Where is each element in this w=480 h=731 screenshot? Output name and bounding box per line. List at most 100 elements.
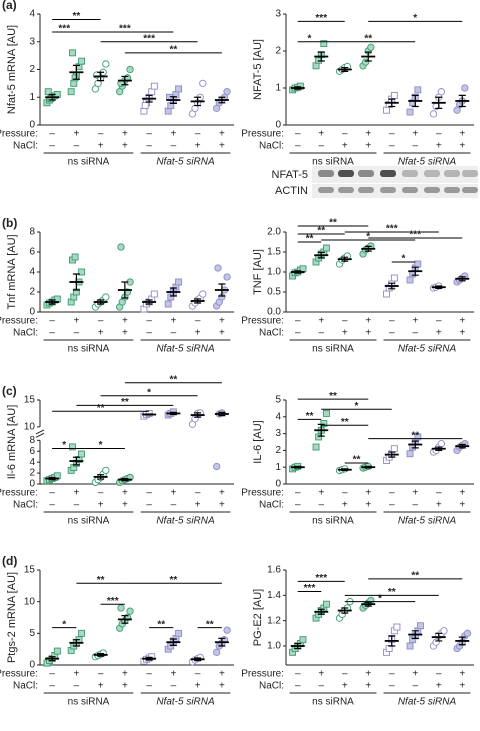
- condition-sign: +: [122, 328, 128, 339]
- y-tick-label: 1.2: [267, 615, 281, 626]
- error-bar: [364, 465, 372, 469]
- blot-band: [424, 187, 440, 193]
- data-point: [429, 110, 438, 118]
- data-point: [117, 243, 125, 251]
- error-bar: [194, 657, 202, 662]
- condition-sign: +: [98, 500, 104, 511]
- significance-label: ***: [107, 596, 119, 607]
- blot-band: [358, 187, 374, 193]
- condition-sign: –: [436, 316, 442, 327]
- y-axis-label: PG-E2 [AU]: [252, 589, 264, 646]
- condition-sign: –: [49, 141, 55, 152]
- data-point: [320, 40, 328, 48]
- blot-band: [462, 187, 478, 193]
- data-point: [406, 642, 414, 650]
- condition-sign: +: [365, 316, 371, 327]
- significance-label: ***: [409, 230, 421, 241]
- data-point: [323, 600, 330, 608]
- significance-label: ***: [143, 33, 155, 44]
- condition-sign: –: [49, 681, 55, 692]
- error-bar: [97, 653, 105, 657]
- significance-label: **: [206, 619, 214, 630]
- y-tick-label: 3: [275, 428, 281, 439]
- condition-sign: +: [342, 500, 348, 511]
- significance-label: **: [411, 571, 419, 582]
- data-point: [213, 648, 221, 656]
- error-bar: [458, 636, 466, 646]
- data-point: [199, 79, 207, 88]
- error-bar: [411, 440, 419, 449]
- y-tick-label: 1.6: [267, 565, 281, 576]
- error-bar: [97, 71, 105, 82]
- condition-sign: +: [365, 129, 371, 140]
- condition-sign: –: [389, 316, 395, 327]
- error-bar: [317, 251, 325, 259]
- condition-sign: –: [389, 328, 395, 339]
- condition-label: Pressure:: [241, 488, 284, 499]
- significance-label: **: [353, 455, 361, 466]
- error-bar: [121, 477, 129, 482]
- data-point: [102, 293, 110, 301]
- data-point: [47, 95, 55, 103]
- data-point: [175, 85, 183, 93]
- group-label: Nfat-5 siRNA: [398, 697, 457, 708]
- condition-sign: +: [365, 681, 371, 692]
- error-bar: [364, 601, 372, 607]
- significance-label: **: [341, 417, 349, 428]
- significance-label: *: [378, 593, 382, 604]
- panel-label: (b): [2, 216, 17, 230]
- significance-label: *: [62, 440, 66, 451]
- blot-band: [444, 187, 460, 193]
- condition-sign: –: [74, 500, 80, 511]
- condition-sign: –: [49, 500, 55, 511]
- condition-sign: +: [122, 669, 128, 680]
- condition-sign: –: [146, 488, 152, 499]
- group-label: ns siRNA: [68, 157, 110, 168]
- significance-label: **: [329, 218, 337, 229]
- group-label: Nfat-5 siRNA: [156, 697, 215, 708]
- significance-label: **: [306, 411, 314, 422]
- significance-label: **: [97, 575, 105, 586]
- blot-band: [358, 170, 374, 177]
- condition-sign: –: [146, 681, 152, 692]
- significance-label: ***: [315, 573, 327, 584]
- y-tick-label: 15: [24, 395, 36, 406]
- condition-sign: +: [459, 681, 465, 692]
- axis-break: [35, 429, 45, 438]
- blot-band: [318, 187, 334, 193]
- y-tick-label: 1: [275, 462, 281, 473]
- significance-label: *: [147, 387, 151, 398]
- data-point: [320, 420, 328, 427]
- data-point: [406, 276, 414, 284]
- data-point: [414, 260, 422, 268]
- y-tick-label: 10: [24, 422, 36, 433]
- condition-sign: –: [412, 681, 418, 692]
- condition-sign: –: [318, 681, 324, 692]
- error-bar: [341, 468, 349, 472]
- error-bar: [218, 637, 226, 647]
- condition-sign: +: [459, 328, 465, 339]
- error-bar: [218, 411, 226, 417]
- data-point: [223, 626, 231, 634]
- y-tick-label: 2: [275, 445, 281, 456]
- condition-sign: +: [219, 141, 225, 152]
- y-axis-label: Tnf mRNA [AU]: [6, 234, 18, 309]
- condition-label: Pressure:: [0, 129, 38, 140]
- condition-sign: +: [459, 500, 465, 511]
- blot-band: [402, 170, 418, 177]
- data-point: [175, 278, 183, 286]
- condition-sign: +: [436, 328, 442, 339]
- condition-sign: –: [436, 488, 442, 499]
- condition-sign: +: [98, 141, 104, 152]
- data-point: [102, 466, 110, 474]
- group-label: Nfat-5 siRNA: [156, 157, 215, 168]
- data-point: [315, 433, 323, 441]
- condition-sign: –: [146, 316, 152, 327]
- condition-sign: +: [342, 681, 348, 692]
- y-tick-label: 10: [24, 596, 36, 607]
- condition-label: NaCl:: [259, 328, 284, 339]
- significance-label: **: [157, 619, 165, 630]
- significance-label: *: [62, 619, 66, 630]
- y-tick-label: 4: [29, 9, 35, 20]
- data-point: [164, 300, 172, 308]
